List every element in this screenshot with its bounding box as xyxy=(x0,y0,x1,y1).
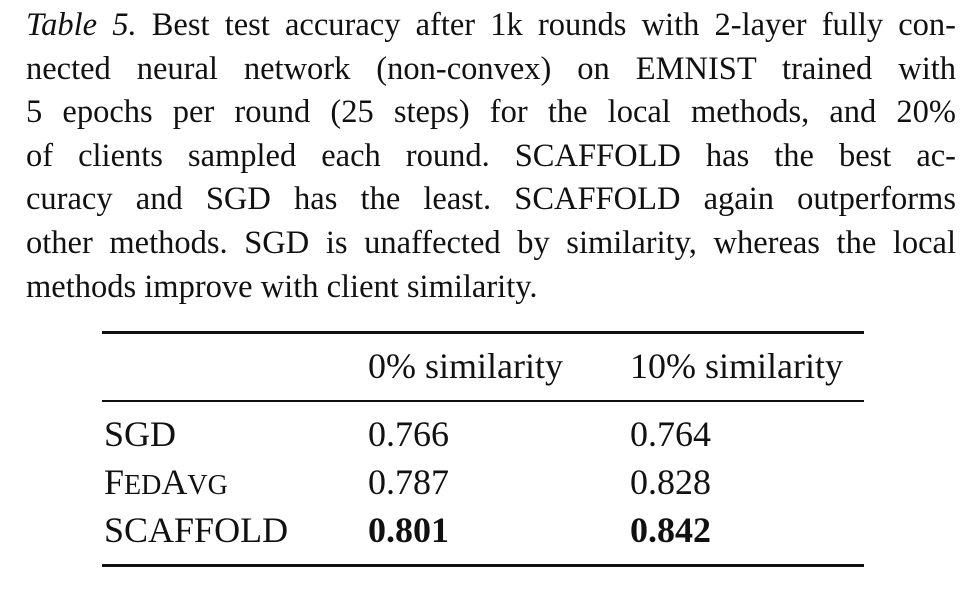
cell-scaffold-0pct: 0.801 xyxy=(368,510,449,550)
caption-line-5: curacy and SGD has the least. SCAFFOLD a… xyxy=(26,181,956,218)
cell-sgd-10pct: 0.764 xyxy=(630,414,711,454)
caption-line-7: methods improve with client similarity. xyxy=(26,268,538,305)
caption-label: Table 5. xyxy=(26,7,137,43)
caption-line-2: nected neural network (non-convex) on EM… xyxy=(26,50,956,87)
caption-line-3: 5 epochs per round (25 steps) for the lo… xyxy=(26,94,956,131)
caption-line-6: other methods. SGD is unaffected by simi… xyxy=(26,224,956,261)
column-header-0pct: 0% similarity xyxy=(368,346,563,386)
row-label-sgd: SGD xyxy=(104,414,177,454)
caption-line-4: of clients sampled each round. SCAFFOLD … xyxy=(26,137,956,174)
caption-line-1: Table 5. Best test accuracy after 1k rou… xyxy=(26,4,956,48)
row-label-scaffold: SCAFFOLD xyxy=(104,510,289,550)
caption-text-1: Best test accuracy after 1k rounds with … xyxy=(136,7,957,43)
table-caption: Table 5. Best test accuracy after 1k rou… xyxy=(26,4,956,309)
cell-sgd-0pct: 0.766 xyxy=(368,414,449,454)
cell-fedavg-0pct: 0.787 xyxy=(368,462,449,502)
column-header-10pct: 10% similarity xyxy=(630,346,843,386)
cell-fedavg-10pct: 0.828 xyxy=(630,462,711,502)
table-bottom-rule xyxy=(102,564,864,567)
row-label-fedavg: FEDAVG xyxy=(104,462,228,502)
table-top-rule xyxy=(102,331,864,334)
table-header-rule xyxy=(102,400,864,402)
cell-scaffold-10pct: 0.842 xyxy=(630,510,711,550)
